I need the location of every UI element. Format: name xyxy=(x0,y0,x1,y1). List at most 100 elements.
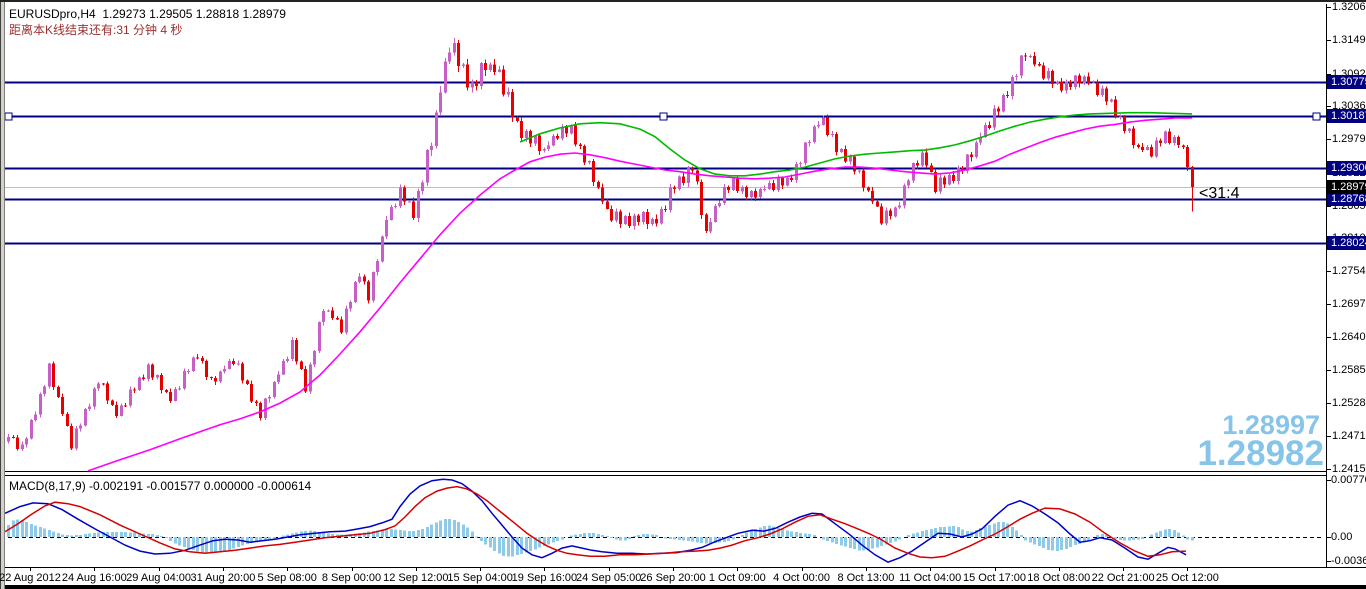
macd-histogram-bar xyxy=(1168,529,1171,537)
line-selection-handle[interactable] xyxy=(659,112,668,121)
candle xyxy=(1155,140,1158,157)
macd-histogram-bar xyxy=(930,528,933,537)
candle xyxy=(1146,147,1149,150)
macd-histogram-bar xyxy=(849,537,852,548)
candle xyxy=(39,394,42,415)
line-selection-handle[interactable] xyxy=(4,112,13,121)
ma-magenta-line xyxy=(87,117,1192,472)
macd-histogram-bar xyxy=(480,537,483,542)
chart-symbol-ohlc: EURUSDpro,H4 1.29273 1.29505 1.28818 1.2… xyxy=(9,7,286,21)
candle xyxy=(70,425,73,449)
macd-histogram-bar xyxy=(250,537,253,543)
candle xyxy=(975,142,978,157)
candle xyxy=(484,63,487,70)
candle xyxy=(345,308,348,333)
candle xyxy=(268,397,271,399)
candle xyxy=(804,142,807,163)
candle xyxy=(813,126,816,142)
candle xyxy=(610,208,613,221)
macd-histogram-bar xyxy=(741,534,744,537)
macd-histogram-bar xyxy=(66,535,69,537)
line-selection-handle[interactable] xyxy=(1312,112,1321,121)
macd-histogram-bar xyxy=(282,535,285,537)
macd-histogram-bar xyxy=(286,534,289,537)
candle xyxy=(493,64,496,72)
macd-histogram-bar xyxy=(579,533,582,537)
candle xyxy=(516,117,519,122)
candle xyxy=(781,178,784,186)
candle xyxy=(151,364,154,378)
macd-histogram-bar xyxy=(16,519,19,537)
candle xyxy=(183,371,186,389)
macd-histogram-bar xyxy=(489,537,492,548)
macd-histogram-bar xyxy=(732,537,735,540)
macd-histogram-bar xyxy=(106,532,109,537)
candle xyxy=(1047,71,1050,79)
macd-histogram-bar xyxy=(336,534,339,537)
macd-histogram-bar xyxy=(813,534,816,537)
macd-histogram-bar xyxy=(880,537,883,547)
macd-histogram-bar xyxy=(871,537,874,549)
candle xyxy=(331,310,334,318)
candle xyxy=(786,178,789,186)
candle xyxy=(219,371,222,382)
candle xyxy=(507,91,510,95)
macd-histogram-bar xyxy=(165,537,168,539)
macd-histogram-bar xyxy=(372,531,375,537)
candle xyxy=(817,125,820,127)
macd-histogram-bar xyxy=(1087,537,1090,542)
macd-histogram-bar xyxy=(552,537,555,543)
candle xyxy=(246,380,249,384)
candle xyxy=(880,206,883,224)
macd-histogram-bar xyxy=(700,537,703,543)
candle xyxy=(619,211,622,225)
candle xyxy=(831,134,834,136)
candle xyxy=(129,389,132,406)
candle xyxy=(133,389,136,391)
macd-histogram-bar xyxy=(777,527,780,537)
candle xyxy=(1065,81,1068,91)
macd-histogram-bar xyxy=(466,527,469,537)
macd-histogram-bar xyxy=(475,536,478,538)
macd-histogram-bar xyxy=(205,537,208,553)
price-line-badge: 1.28768 xyxy=(1327,192,1366,207)
macd-histogram-bar xyxy=(160,536,163,537)
candle xyxy=(142,377,145,379)
candle xyxy=(1092,82,1095,84)
candle xyxy=(48,363,51,387)
macd-histogram-bar xyxy=(588,532,591,537)
macd-histogram-bar xyxy=(151,534,154,537)
candle xyxy=(502,69,505,95)
macd-histogram-bar xyxy=(1164,529,1167,537)
candle xyxy=(439,92,442,113)
candle xyxy=(633,215,636,226)
macd-histogram-bar xyxy=(561,537,564,540)
candle xyxy=(637,215,640,223)
price-tick-label: 1.24710 xyxy=(1332,430,1366,443)
candle xyxy=(1150,147,1153,157)
candle xyxy=(390,207,393,220)
candle xyxy=(867,187,870,191)
macd-histogram-bar xyxy=(961,529,964,537)
candle xyxy=(111,400,114,405)
candle xyxy=(691,168,694,171)
candle xyxy=(264,398,267,418)
candle xyxy=(498,69,501,72)
candle xyxy=(124,405,127,407)
candle xyxy=(426,149,429,183)
candle xyxy=(1033,56,1036,65)
candle xyxy=(925,152,928,166)
candle xyxy=(552,136,555,146)
candle xyxy=(282,361,285,375)
macd-histogram-bar xyxy=(169,537,172,541)
macd-histogram-bar xyxy=(1056,537,1059,551)
macd-histogram-bar xyxy=(1038,537,1041,547)
macd-histogram-bar xyxy=(21,519,24,537)
candle xyxy=(61,396,64,415)
macd-histogram-bar xyxy=(714,537,717,544)
macd-histogram-bar xyxy=(646,534,649,537)
candle xyxy=(547,145,550,149)
candle xyxy=(660,209,663,224)
candle xyxy=(210,377,213,379)
